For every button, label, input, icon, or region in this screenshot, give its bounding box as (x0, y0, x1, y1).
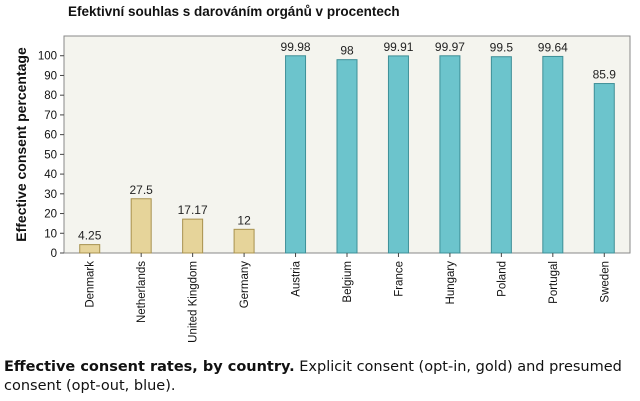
bar (285, 55, 307, 254)
x-tick-label: United Kingdom (188, 261, 200, 343)
x-tick-label: Poland (496, 261, 508, 297)
y-tick-label: 50 (44, 149, 57, 161)
bar (542, 55, 564, 254)
y-tick-label: 0 (51, 248, 57, 260)
caption-bold: Effective consent rates, by country. (4, 359, 295, 375)
data-label: 99.5 (490, 41, 514, 55)
y-tick-label: 60 (44, 130, 57, 142)
x-tick-label: Hungary (445, 261, 457, 305)
data-label: 85.9 (593, 68, 617, 82)
data-label: 12 (237, 213, 251, 227)
data-label: 99.97 (435, 40, 465, 54)
data-label: 98 (340, 44, 354, 58)
bar (439, 55, 461, 254)
x-tick-label: Netherlands (136, 261, 148, 323)
bar-chart: Effective consent percentage 0 10 20 30 40 50 6… (13, 35, 631, 343)
x-tick-label: Sweden (599, 261, 611, 303)
data-label: 17.17 (178, 203, 208, 217)
bar (387, 55, 409, 254)
y-tick-label: 70 (44, 110, 57, 122)
chart-title: Efektivní souhlas s darováním orgánů v p… (68, 4, 400, 19)
bar (593, 83, 615, 254)
y-tick-label: 10 (44, 228, 57, 240)
y-tick-label: 40 (44, 169, 57, 181)
bar (79, 244, 101, 254)
y-tick-label: 80 (44, 90, 57, 102)
x-tick-label: Austria (291, 260, 303, 296)
data-label: 99.91 (383, 40, 413, 54)
x-tick-label: Portugal (548, 261, 560, 304)
x-tick-label: Denmark (85, 261, 97, 308)
x-tick-label: France (393, 261, 405, 297)
data-label: 27.5 (130, 183, 154, 197)
data-label: 99.64 (538, 40, 568, 54)
x-tick-label: Germany (239, 261, 251, 309)
data-label: 4.25 (78, 229, 102, 243)
caption-text: Explicit consent (opt-in, gold) and pres… (4, 359, 622, 394)
bar (336, 59, 358, 254)
bar (130, 198, 152, 254)
x-tick-label: Belgium (342, 261, 354, 303)
y-tick-label: 30 (44, 189, 57, 201)
figure-caption: Effective consent rates, by country. Exp… (4, 358, 636, 396)
y-axis-label: Effective consent percentage (13, 47, 29, 242)
y-tick-label: 20 (44, 209, 57, 221)
y-tick-label: 90 (44, 70, 57, 82)
bar (182, 218, 204, 254)
y-tick-label: 100 (38, 51, 57, 63)
data-label: 99.98 (281, 40, 311, 54)
bar (233, 228, 255, 254)
bar (490, 56, 512, 254)
